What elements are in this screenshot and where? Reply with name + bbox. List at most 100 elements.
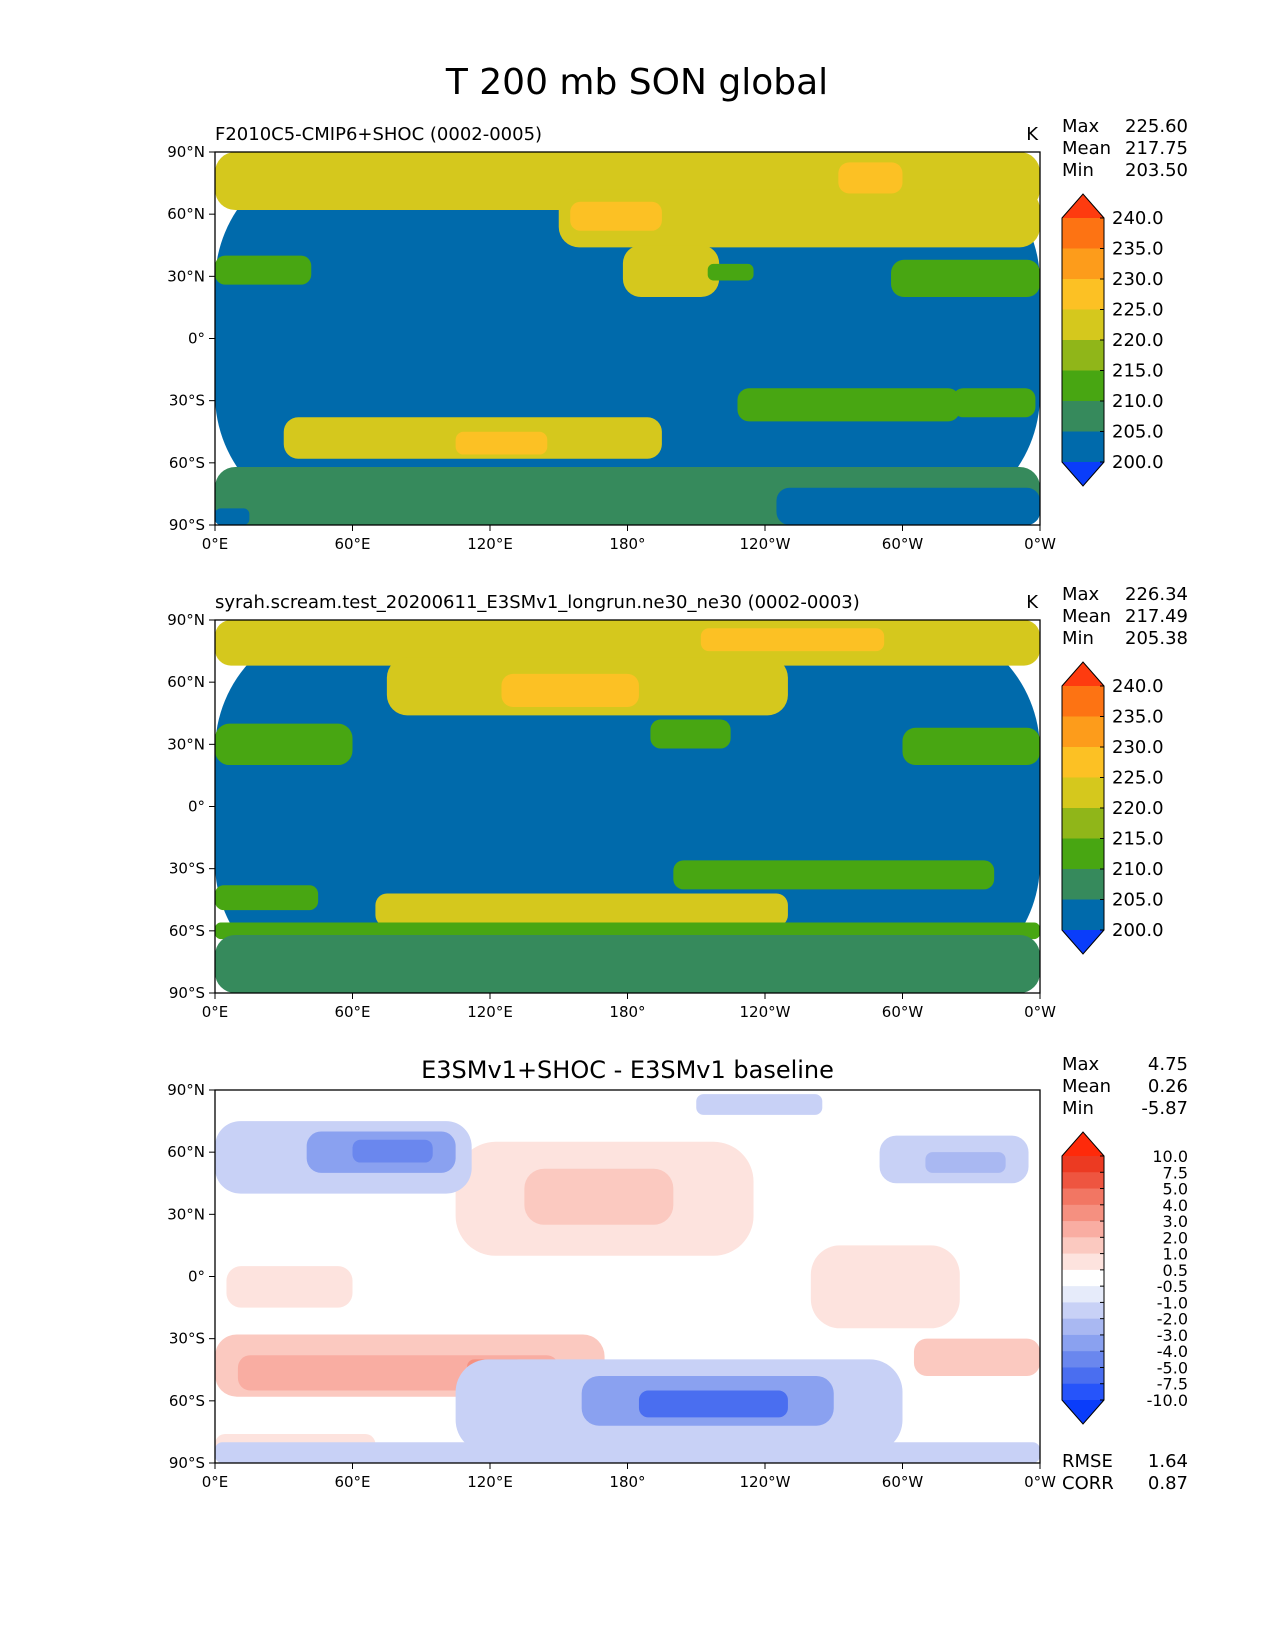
colorbar-segment [1062, 370, 1104, 402]
x-tick-label: 0°E [202, 1473, 229, 1491]
contour-fill [215, 152, 1040, 525]
colorbar-label: -4.0 [1157, 1342, 1188, 1361]
contour-region [776, 487, 1040, 525]
colorbar-label: 2.0 [1163, 1228, 1188, 1247]
x-tick-label: 60°W [882, 1003, 924, 1021]
colorbar-segment [1062, 218, 1104, 249]
map-panel-3: 0°E 60°E 120°E 180° 120°W 60°W 0°W 90°N 60°N 30°N… [167, 1054, 1188, 1494]
colorbar-label: 230.0 [1112, 737, 1164, 758]
contour-fill [215, 620, 1040, 993]
y-tick-label: 30°S [169, 1330, 205, 1348]
y-tick-label: 60°N [167, 205, 205, 223]
contour-region [352, 1139, 433, 1163]
colorbar-segment [1062, 431, 1104, 463]
colorbar-extend-min [1062, 462, 1104, 486]
y-tick-label: 60°N [167, 673, 205, 691]
y-tick-label: 0° [188, 798, 205, 816]
colorbar: 200.0 205.0 210.0 215.0 220.0 225.0 230.0 235.0… [1061, 193, 1164, 487]
metric-label: RMSE [1062, 1451, 1113, 1472]
panel-title: F2010C5-CMIP6+SHOC (0002-0005) [215, 124, 542, 145]
colorbar-label: 5.0 [1163, 1180, 1188, 1199]
y-tick-label: 60°N [167, 1143, 205, 1161]
colorbar-extend-max [1062, 194, 1104, 218]
x-tick-label: 180° [609, 535, 645, 553]
x-tick-label: 120°E [467, 1003, 513, 1021]
colorbar-label: -3.0 [1157, 1326, 1188, 1345]
contour-region [215, 255, 312, 285]
y-tick-label: 30°S [169, 860, 205, 878]
stat-value: 225.60 [1125, 116, 1188, 137]
stat-value: 203.50 [1125, 160, 1188, 181]
y-tick-label: 60°S [169, 1392, 205, 1410]
colorbar-label: 3.0 [1163, 1212, 1188, 1231]
colorbar-segment [1062, 777, 1104, 809]
y-tick-label: 60°S [169, 454, 205, 472]
x-tick-label: 180° [609, 1473, 645, 1491]
colorbar-segment [1062, 401, 1104, 432]
stat-value: 217.75 [1125, 138, 1188, 159]
colorbar-segment [1062, 838, 1104, 870]
colorbar-segment [1062, 899, 1104, 931]
colorbar-label: 10.0 [1152, 1147, 1188, 1166]
colorbar-label: 210.0 [1112, 859, 1164, 880]
x-tick-label: 120°W [740, 1003, 791, 1021]
contour-fill [215, 1090, 1040, 1463]
x-tick-label: 120°E [467, 1473, 513, 1491]
contour-region [215, 885, 319, 911]
stat-value: 0.26 [1148, 1076, 1188, 1097]
map-panel-2: 0°E 60°E 120°E 180° 120°W 60°W 0°W 90°N 60°N 30°N… [167, 584, 1188, 1021]
colorbar-label: 210.0 [1112, 391, 1164, 412]
x-tick-label: 60°W [882, 535, 924, 553]
metric-value: 1.64 [1148, 1451, 1188, 1472]
colorbar-segment [1062, 1269, 1104, 1287]
colorbar-label: 240.0 [1112, 208, 1164, 229]
contour-region [902, 727, 1040, 766]
contour-region [524, 1168, 674, 1225]
colorbar-label: 220.0 [1112, 330, 1164, 351]
colorbar-segment [1062, 747, 1104, 778]
colorbar: 200.0 205.0 210.0 215.0 220.0 225.0 230.0 235.0… [1061, 661, 1164, 955]
stat-label: Mean [1062, 1076, 1111, 1097]
colorbar-label: 235.0 [1112, 707, 1164, 728]
contour-region [215, 934, 1040, 993]
x-tick-label: 120°W [740, 535, 791, 553]
contour-region [226, 1266, 353, 1308]
metric-label: CORR [1062, 1473, 1114, 1494]
x-tick-label: 60°E [334, 1473, 370, 1491]
y-tick-label: 30°N [167, 1205, 205, 1223]
colorbar-label: -10.0 [1147, 1391, 1188, 1410]
colorbar-segment [1062, 1156, 1104, 1173]
contour-region [650, 719, 731, 749]
colorbar: -10.0-7.5-5.0-4.0-3.0-2.0-1.0-0.50.51.02… [1061, 1131, 1188, 1425]
y-tick-label: 90°N [167, 611, 205, 629]
stat-label: Min [1062, 628, 1094, 649]
contour-region [215, 508, 250, 525]
units-label: K [1026, 124, 1039, 145]
contour-region [622, 245, 720, 298]
colorbar-segment [1062, 716, 1104, 748]
stat-value: 4.75 [1148, 1054, 1188, 1075]
colorbar-segment [1062, 686, 1104, 717]
colorbar-segment [1062, 1351, 1104, 1368]
colorbar-label: 225.0 [1112, 300, 1164, 321]
stat-label: Mean [1062, 138, 1111, 159]
contour-region [570, 201, 662, 231]
colorbar-extend-max [1062, 662, 1104, 686]
panel-title: E3SMv1+SHOC - E3SMv1 baseline [421, 1056, 834, 1084]
y-tick-label: 60°S [169, 922, 205, 940]
colorbar-segment [1062, 1188, 1104, 1206]
map-panel-1: 0°E 60°E 120°E 180° 120°W 60°W 0°W 90°N 60°N 30°N… [167, 116, 1188, 553]
colorbar-extend-max [1062, 1132, 1104, 1156]
contour-region [215, 1442, 1040, 1463]
colorbar-extend-min [1062, 1400, 1104, 1424]
contour-region [696, 1094, 823, 1115]
x-tick-label: 120°W [740, 1473, 791, 1491]
colorbar-label: 240.0 [1112, 676, 1164, 697]
contour-region [707, 263, 754, 281]
colorbar-segment [1062, 1172, 1104, 1190]
colorbar-segment [1062, 1334, 1104, 1352]
contour-region [215, 723, 353, 766]
metric-value: 0.87 [1148, 1473, 1188, 1494]
colorbar-segment [1062, 1302, 1104, 1320]
